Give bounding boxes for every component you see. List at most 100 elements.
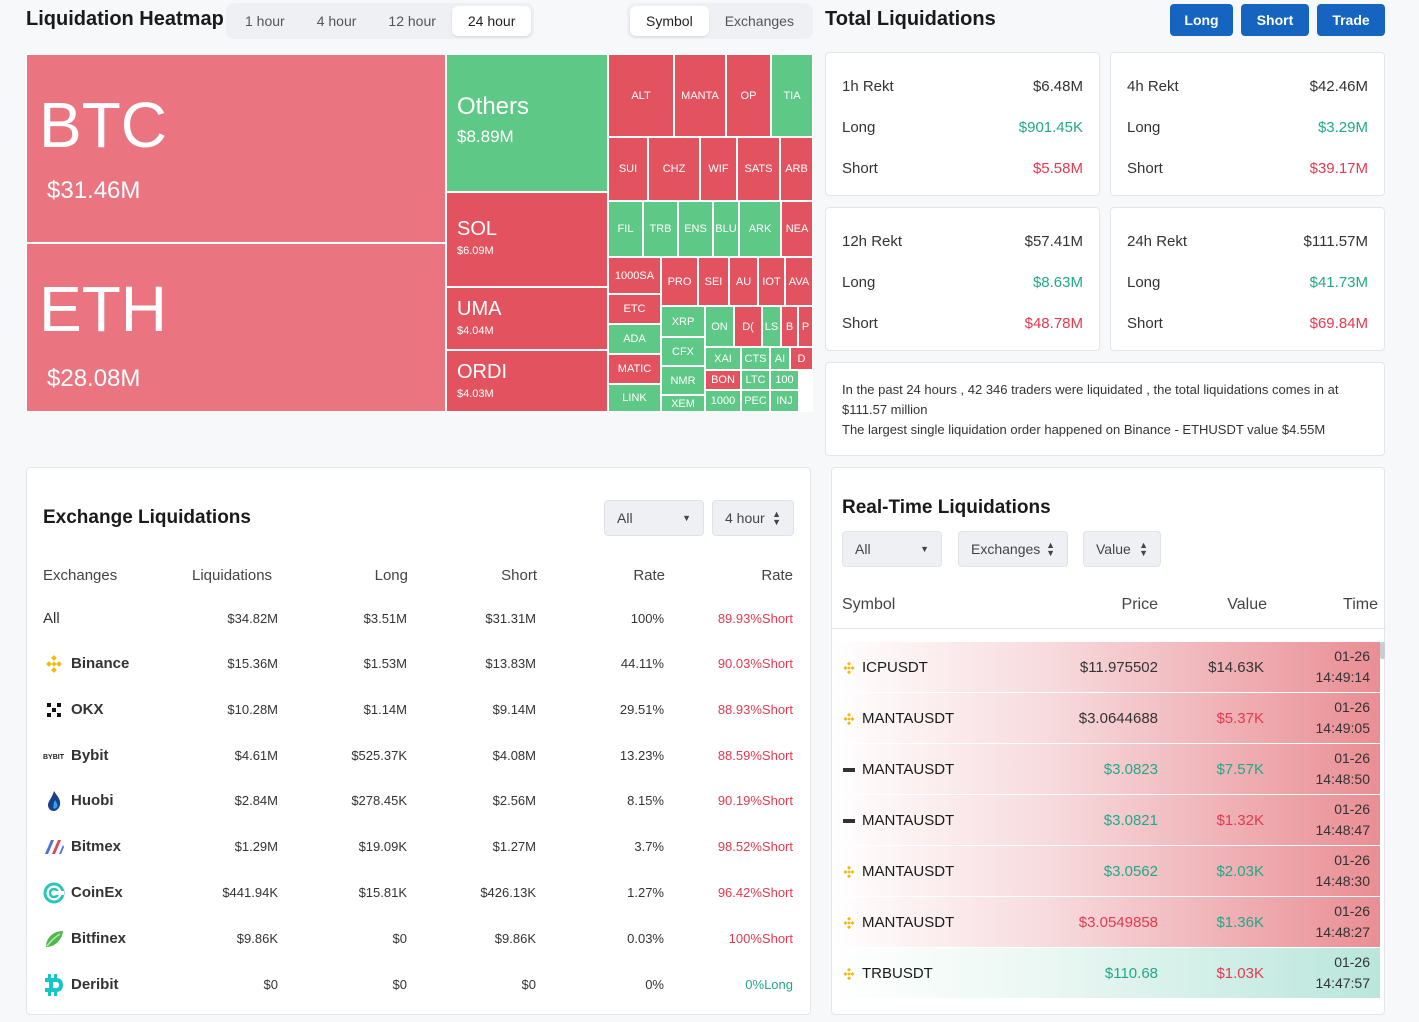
tile-symbol: PRO [667, 275, 692, 288]
realtime-row[interactable]: TRBUSDT $110.68 $1.03K 01-26 14:47:57 [832, 948, 1380, 999]
heatmap-tile-matic[interactable]: MATIC [608, 354, 661, 384]
heatmap-tile-tia[interactable]: TIA [771, 54, 813, 137]
heatmap-tile-blu[interactable]: BLU [713, 201, 739, 257]
heatmap-tile-fil[interactable]: FIL [608, 201, 643, 257]
col-side-rate: Rate [761, 567, 793, 584]
tile-symbol: XEM [671, 397, 695, 410]
tile-symbol: P [801, 320, 810, 333]
heatmap-tile-arb[interactable]: ARB [780, 137, 813, 201]
heatmap-tile-100[interactable]: 100 [770, 370, 799, 390]
short-button[interactable]: Short [1241, 4, 1309, 36]
realtime-row[interactable]: ICPUSDT $11.975502 $14.63K 01-26 14:49:14 [832, 642, 1380, 693]
tab-12-hour[interactable]: 12 hour [388, 13, 436, 29]
exchange-row-deribit[interactable]: Deribit $0 $0 $0 0% 0%Long [27, 962, 810, 1008]
realtime-row[interactable]: MANTAUSDT $3.0549858 $1.36K 01-26 14:48:27 [832, 897, 1380, 948]
heatmap-tile-ada[interactable]: ADA [608, 324, 661, 354]
heatmap-tile-eth[interactable]: ETH $28.08M [26, 243, 446, 412]
heatmap-tile-sats[interactable]: SATS [737, 137, 780, 201]
heatmap-tile-nmr[interactable]: NMR [661, 366, 705, 395]
exchange-row-binance[interactable]: Binance $15.36M $1.53M $13.83M 44.11% 90.03%S… [27, 641, 810, 687]
heatmap-tile-others[interactable]: Others $8.89M [446, 54, 608, 192]
heatmap-tile-op[interactable]: OP [726, 54, 771, 137]
realtime-list[interactable]: ICPUSDT $11.975502 $14.63K 01-26 14:49:14 MAN… [832, 642, 1386, 1002]
tile-symbol: SEI [704, 275, 723, 288]
exchange-time-select[interactable]: 4 hour ▲ ▼ [712, 500, 794, 536]
symbol-cell: MANTAUSDT [862, 812, 955, 829]
heatmap-tile-wif[interactable]: WIF [700, 137, 737, 201]
tile-symbol: XAI [714, 352, 732, 365]
heatmap-tile-ls[interactable]: LS [762, 306, 781, 347]
heatmap-tile-inj[interactable]: INJ [770, 390, 799, 412]
heatmap-tile-b[interactable]: B [781, 306, 798, 347]
heatmap-tile-cfx[interactable]: CFX [661, 337, 705, 366]
heatmap-tile-ai[interactable]: AI [770, 347, 790, 370]
heatmap-tile-etc[interactable]: ETC [608, 294, 661, 324]
tab-24-hour[interactable]: 24 hour [451, 6, 532, 36]
heatmap-tile-xrp[interactable]: XRP [661, 306, 705, 337]
scrollbar-thumb[interactable] [1380, 642, 1385, 659]
heatmap-tile-d[interactable]: D [790, 347, 813, 370]
realtime-filter-select[interactable]: All ▼ [842, 531, 942, 567]
trade-button[interactable]: Trade [1317, 4, 1385, 36]
heatmap-tile-chz[interactable]: CHZ [648, 137, 700, 201]
heatmap-tile-p[interactable]: P [798, 306, 813, 347]
realtime-value-select[interactable]: Value ▲ ▼ [1083, 531, 1161, 567]
heatmap-tile-sol[interactable]: SOL $6.09M [446, 192, 608, 287]
heatmap-tile-ordi[interactable]: ORDI $4.03M [446, 350, 608, 412]
heatmap-tile-nea[interactable]: NEA [781, 201, 813, 257]
okx-icon [43, 699, 65, 721]
long-cell: $15.81K [358, 885, 407, 900]
heatmap-tile-xai[interactable]: XAI [705, 347, 741, 370]
tab-4-hour[interactable]: 4 hour [316, 13, 357, 29]
long-value: $3.29M [1317, 119, 1368, 136]
heatmap-tile-on[interactable]: ON [705, 306, 734, 347]
heatmap-tile-ava[interactable]: AVA [785, 257, 813, 306]
heatmap-tile-pec[interactable]: PEC [741, 390, 770, 412]
chevron-down-icon: ▼ [920, 544, 929, 554]
heatmap-tile-alt[interactable]: ALT [608, 54, 674, 137]
heatmap-tile-ltc[interactable]: LTC [741, 370, 770, 390]
exchange-row-bybit[interactable]: BYBIT Bybit $4.61M $525.37K $4.08M 13.23% 88.5… [27, 733, 810, 779]
heatmap-tile-btc[interactable]: BTC $31.46M [26, 54, 446, 243]
heatmap-tile-trb[interactable]: TRB [643, 201, 678, 257]
heatmap-tile-ark[interactable]: ARK [739, 201, 781, 257]
exchange-row-okx[interactable]: OKX $10.28M $1.14M $9.14M 29.51% 88.93%Short [27, 687, 810, 733]
rekt-label: 24h Rekt [1127, 233, 1188, 250]
heatmap-tile-bon[interactable]: BON [705, 370, 741, 390]
heatmap-tile-uma[interactable]: UMA $4.04M [446, 287, 608, 350]
tab-symbol[interactable]: Symbol [630, 6, 709, 36]
exchange-row-bitmex[interactable]: Bitmex $1.29M $19.09K $1.27M 3.7% 98.52%Short [27, 824, 810, 870]
heatmap-tile-sui[interactable]: SUI [608, 137, 648, 201]
liquidation-summary: In the past 24 hours , 42 346 traders we… [825, 362, 1385, 456]
heatmap-tile-cts[interactable]: CTS [741, 347, 770, 370]
exchange-row-coinex[interactable]: CoinEx $441.94K $15.81K $426.13K 1.27% 96.42%… [27, 870, 810, 916]
realtime-row[interactable]: MANTAUSDT $3.0644688 $5.37K 01-26 14:49:05 [832, 693, 1380, 744]
realtime-exchanges-select[interactable]: Exchanges ▲ ▼ [958, 531, 1068, 567]
heatmap-tile-ens[interactable]: ENS [678, 201, 713, 257]
exchange-row-huobi[interactable]: Huobi $2.84M $278.45K $2.56M 8.15% 90.19%Shor… [27, 778, 810, 824]
heatmap-tile-1000sa[interactable]: 1000SA [608, 257, 661, 294]
tab-exchanges[interactable]: Exchanges [724, 13, 794, 29]
realtime-row[interactable]: MANTAUSDT $3.0823 $7.57K 01-26 14:48:50 [832, 744, 1380, 795]
heatmap-tile-iot[interactable]: IOT [758, 257, 785, 306]
col-liquidations: Liquidations [192, 567, 273, 584]
exchange-name: All [43, 610, 60, 627]
short-cell: $9.14M [492, 702, 536, 717]
heatmap-tile-sei[interactable]: SEI [698, 257, 729, 306]
heatmap-tile-1000[interactable]: 1000 [705, 390, 741, 412]
tab-1-hour[interactable]: 1 hour [245, 13, 285, 29]
heatmap-tile-d-[interactable]: D( [734, 306, 762, 347]
realtime-row[interactable]: MANTAUSDT $3.0562 $2.03K 01-26 14:48:30 [832, 846, 1380, 897]
heatmap-tile-xem[interactable]: XEM [661, 395, 705, 412]
heatmap-tile-pro[interactable]: PRO [661, 257, 698, 306]
heatmap-tile-link[interactable]: LINK [608, 384, 661, 412]
heatmap-tile-manta[interactable]: MANTA [674, 54, 726, 137]
exchange-row-bitfinex[interactable]: Bitfinex $9.86K $0 $9.86K 0.03% 100%Short [27, 916, 810, 962]
exchange-row-all[interactable]: All $34.82M $3.51M $31.31M 100% 89.93%Short [27, 596, 810, 642]
exchange-filter-select[interactable]: All ▼ [604, 500, 704, 536]
heatmap-tile-au[interactable]: AU [729, 257, 758, 306]
heatmap-title: Liquidation Heatmap [26, 8, 224, 30]
realtime-row[interactable]: MANTAUSDT $3.0821 $1.32K 01-26 14:48:47 [832, 795, 1380, 846]
long-button[interactable]: Long [1170, 4, 1233, 36]
short-cell: $31.31M [485, 611, 536, 626]
